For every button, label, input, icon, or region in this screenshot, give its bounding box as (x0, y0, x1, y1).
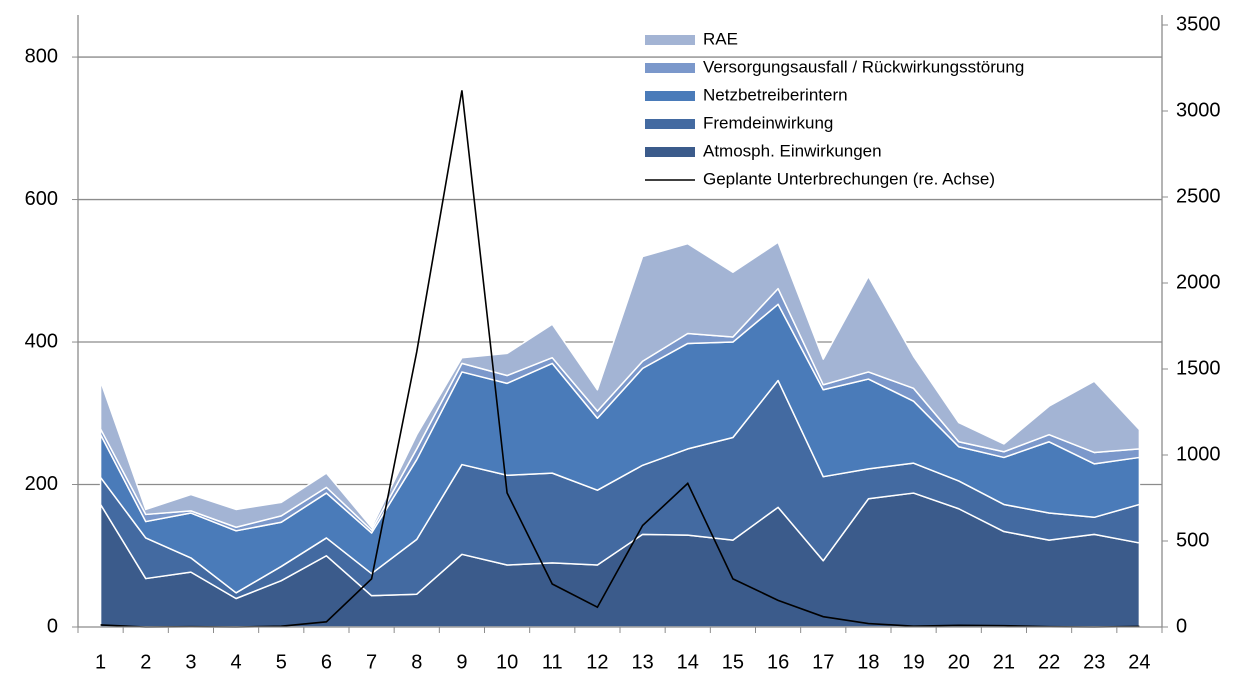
x-tick-label: 5 (276, 651, 287, 673)
legend-swatch (645, 119, 695, 129)
legend-label: Netzbetreiberintern (703, 85, 848, 104)
x-tick-label: 11 (542, 651, 563, 673)
x-tick-label: 13 (631, 651, 653, 673)
x-tick-label: 20 (948, 651, 970, 673)
x-tick-label: 23 (1083, 651, 1105, 673)
x-tick-label: 14 (677, 651, 699, 673)
legend-label: Fremdeinwirkung (703, 113, 833, 132)
legend-swatch (645, 91, 695, 101)
y2-tick-label: 0 (1176, 615, 1187, 637)
x-tick-label: 4 (231, 651, 242, 673)
x-tick-label: 22 (1038, 651, 1060, 673)
y2-tick-label: 3500 (1176, 13, 1221, 35)
legend-swatch (645, 63, 695, 73)
x-tick-label: 12 (586, 651, 608, 673)
y2-tick-label: 500 (1176, 529, 1209, 551)
legend-label: Atmosph. Einwirkungen (703, 141, 882, 160)
x-tick-label: 24 (1128, 651, 1150, 673)
x-tick-label: 1 (95, 651, 106, 673)
x-tick-label: 8 (411, 651, 422, 673)
x-tick-label: 10 (496, 651, 518, 673)
x-tick-label: 15 (722, 651, 744, 673)
y2-tick-label: 2500 (1176, 185, 1221, 207)
y2-tick-label: 1500 (1176, 357, 1221, 379)
y-tick-label: 200 (25, 473, 58, 495)
area (99, 241, 1141, 531)
legend-label: Versorgungsausfall / Rückwirkungsstörung (703, 57, 1024, 76)
legend-label: Geplante Unterbrechungen (re. Achse) (703, 169, 995, 188)
y2-tick-label: 2000 (1176, 271, 1221, 293)
y-tick-label: 400 (25, 330, 58, 352)
legend-label: RAE (703, 29, 738, 48)
x-tick-label: 7 (366, 651, 377, 673)
y-tick-label: 800 (25, 45, 58, 67)
x-tick-label: 16 (767, 651, 789, 673)
x-tick-label: 17 (812, 651, 834, 673)
x-tick-label: 19 (902, 651, 924, 673)
x-tick-label: 9 (456, 651, 467, 673)
y2-tick-label: 1000 (1176, 443, 1221, 465)
line (100, 90, 1140, 628)
x-tick-label: 2 (140, 651, 151, 673)
y2-tick-label: 3000 (1176, 99, 1221, 121)
legend-swatch (645, 35, 695, 45)
x-tick-label: 6 (321, 651, 332, 673)
y-tick-label: 600 (25, 188, 58, 210)
x-tick-label: 3 (185, 651, 196, 673)
y-tick-label: 0 (47, 615, 58, 637)
x-tick-label: 18 (857, 651, 879, 673)
legend-swatch (645, 147, 695, 157)
x-tick-label: 21 (993, 651, 1015, 673)
